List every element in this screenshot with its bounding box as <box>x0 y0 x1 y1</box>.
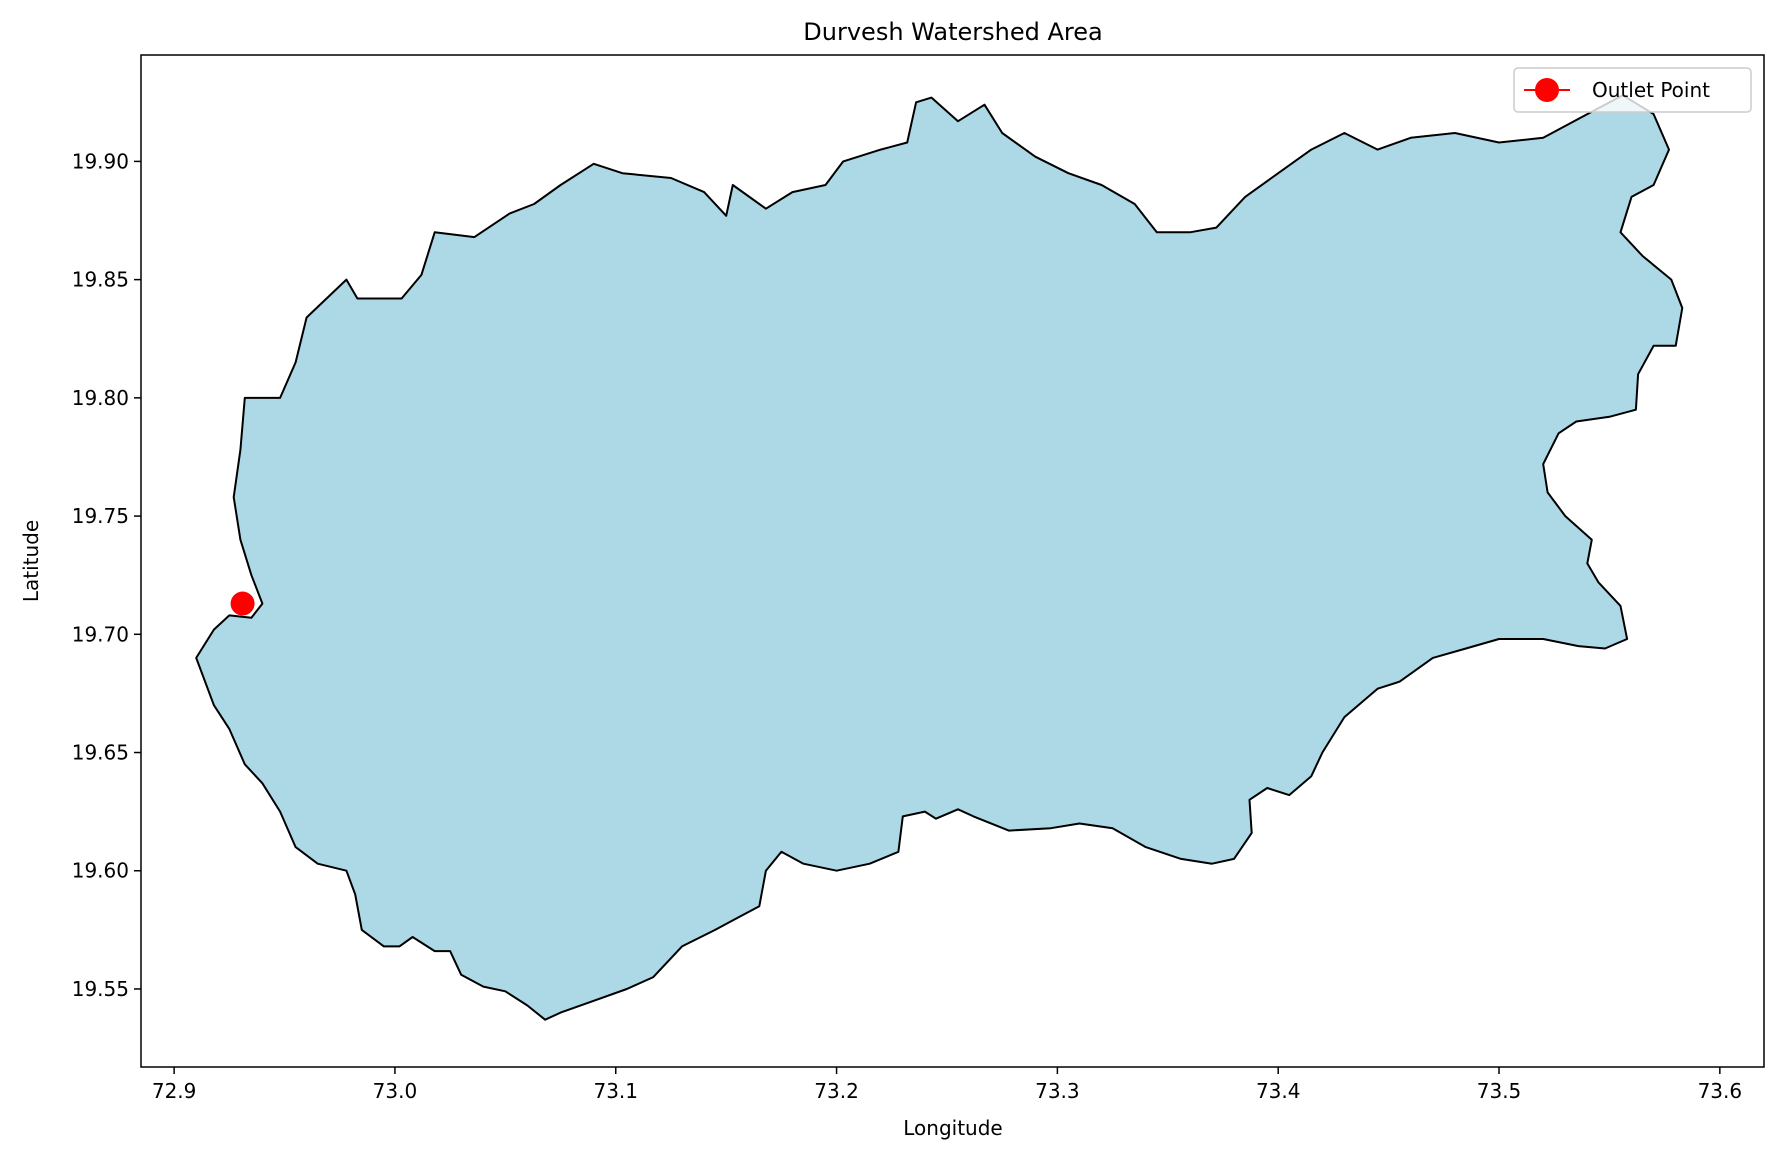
y-axis-label: Latitude <box>19 520 43 602</box>
y-tick-label: 19.60 <box>72 859 129 883</box>
y-tick-label: 19.85 <box>72 268 129 292</box>
y-tick-label: 19.90 <box>72 149 129 173</box>
x-tick-label: 73.5 <box>1477 1079 1522 1103</box>
legend-label-outlet-point: Outlet Point <box>1592 78 1710 102</box>
chart-title: Durvesh Watershed Area <box>803 18 1102 46</box>
x-tick-label: 73.4 <box>1256 1079 1301 1103</box>
x-axis-label: Longitude <box>903 1116 1002 1140</box>
y-tick-label: 19.55 <box>72 977 129 1001</box>
y-tick-label: 19.70 <box>72 622 129 646</box>
plot-area <box>195 94 1684 1021</box>
y-tick-label: 19.80 <box>72 386 129 410</box>
y-tick-label: 19.75 <box>72 504 129 528</box>
legend-marker-icon <box>1535 78 1559 102</box>
x-tick-label: 73.3 <box>1035 1079 1080 1103</box>
y-axis-ticks: 19.55 19.60 19.65 19.70 19.75 19.80 19.85 19.90 <box>72 149 141 1001</box>
x-tick-label: 73.1 <box>593 1079 638 1103</box>
x-tick-label: 73.2 <box>814 1079 859 1103</box>
y-tick-label: 19.65 <box>72 741 129 765</box>
x-tick-label: 72.9 <box>152 1079 197 1103</box>
watershed-boundary-polygon <box>195 94 1684 1021</box>
legend: Outlet Point <box>1513 67 1752 113</box>
x-tick-label: 73.6 <box>1698 1079 1743 1103</box>
outlet-point-marker <box>230 591 255 616</box>
legend-box <box>1513 67 1752 113</box>
x-axis-ticks: 72.9 73.0 73.1 73.2 73.3 73.4 73.5 73.6 <box>152 1067 1742 1103</box>
axes-frame <box>140 54 1765 1068</box>
x-tick-label: 73.0 <box>373 1079 418 1103</box>
